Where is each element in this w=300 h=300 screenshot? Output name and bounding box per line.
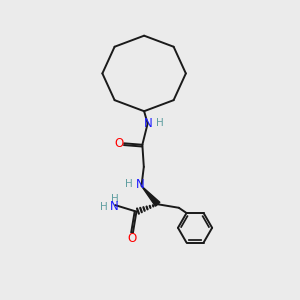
Text: N: N	[136, 178, 144, 191]
Text: O: O	[128, 232, 137, 245]
Text: H: H	[111, 194, 119, 204]
Text: N: N	[110, 200, 119, 213]
Text: H: H	[156, 118, 164, 128]
Text: H: H	[100, 202, 108, 212]
Text: O: O	[114, 137, 123, 150]
Text: N: N	[144, 117, 152, 130]
Polygon shape	[142, 186, 160, 206]
Text: H: H	[124, 179, 132, 189]
